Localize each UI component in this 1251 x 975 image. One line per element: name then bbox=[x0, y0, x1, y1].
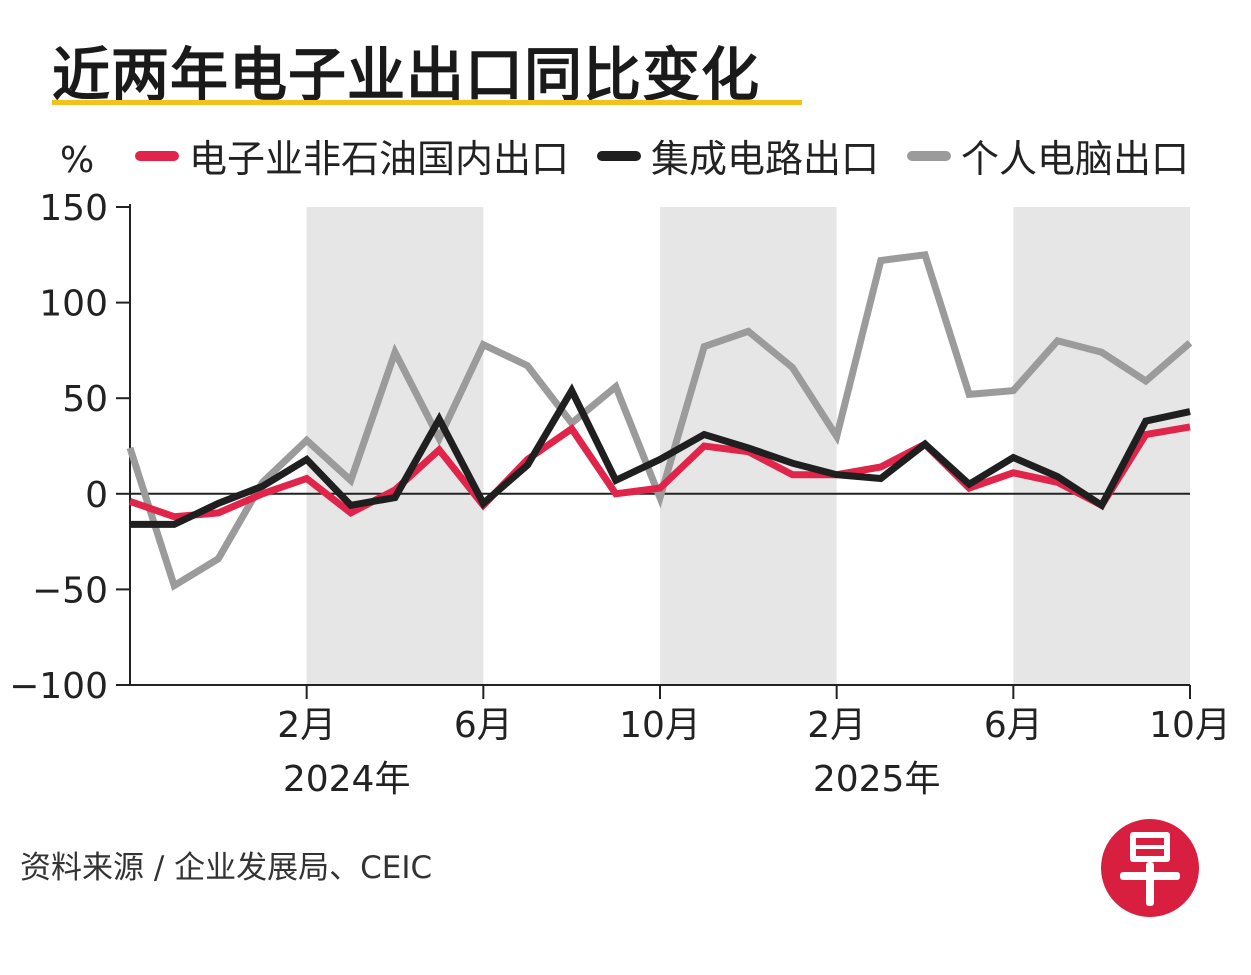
y-tick-label-1: 100 bbox=[39, 284, 108, 325]
year-label-0: 2024年 bbox=[283, 759, 411, 800]
x-tick-label-0: 2月 bbox=[277, 705, 336, 746]
legend-swatch-electronics bbox=[135, 150, 179, 161]
legend-item-pc: 个人电脑出口 bbox=[907, 128, 1189, 183]
legend-swatch-pc bbox=[907, 150, 952, 161]
year-label-1: 2025年 bbox=[813, 759, 941, 800]
zaobao-logo-icon bbox=[1101, 819, 1199, 917]
legend: 电子业非石油国内出口 集成电路出口 个人电脑出口 bbox=[135, 128, 1217, 183]
x-tick-label-3: 2月 bbox=[807, 705, 866, 746]
x-tick-label-2: 10月 bbox=[619, 705, 701, 746]
chart-title: 近两年电子业出口同比变化 bbox=[52, 41, 761, 109]
legend-swatch-ic bbox=[597, 150, 642, 161]
legend-label-pc: 个人电脑出口 bbox=[961, 137, 1190, 181]
y-tick-label-2: 50 bbox=[62, 379, 108, 420]
y-tick-label-3: 0 bbox=[85, 475, 108, 516]
legend-item-ic: 集成电路出口 bbox=[597, 128, 879, 183]
x-tick-label-4: 6月 bbox=[984, 705, 1043, 746]
y-tick-label-5: −100 bbox=[9, 666, 108, 707]
y-axis-unit: % bbox=[60, 140, 94, 181]
title-underline bbox=[52, 100, 802, 105]
x-tick-label-1: 6月 bbox=[454, 705, 513, 746]
y-tick-label-0: 150 bbox=[39, 188, 108, 229]
series-line-0 bbox=[126, 250, 1193, 591]
legend-label-electronics: 电子业非石油国内出口 bbox=[189, 137, 570, 181]
x-tick-label-5: 10月 bbox=[1149, 705, 1231, 746]
shaded-band-2 bbox=[1013, 207, 1190, 685]
series-line-1 bbox=[128, 423, 1191, 521]
source-note: 资料来源 / 企业发展局、CEIC bbox=[20, 850, 433, 886]
legend-item-electronics: 电子业非石油国内出口 bbox=[135, 128, 569, 183]
legend-label-ic: 集成电路出口 bbox=[651, 137, 880, 181]
y-tick-label-4: −50 bbox=[32, 570, 108, 611]
series-line-2 bbox=[130, 383, 1191, 528]
